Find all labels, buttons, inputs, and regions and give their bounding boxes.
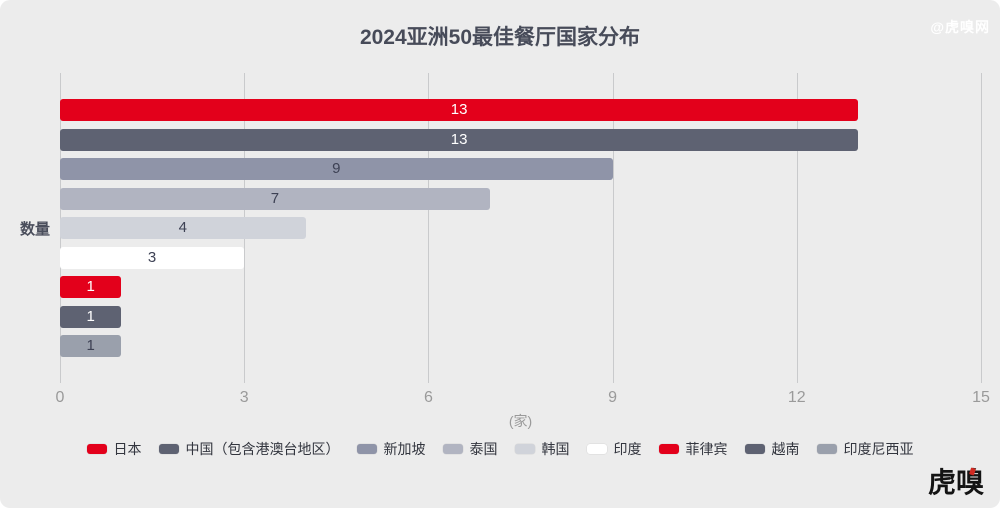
legend-swatch-icon <box>816 444 837 454</box>
x-tick-label-0: 0 <box>55 389 65 406</box>
huxiu-logo: 虎嗅 <box>927 467 984 500</box>
legend-label: 日本 <box>113 441 142 457</box>
x-tick-label-6: 6 <box>423 389 433 406</box>
legend-item-中国（包含港澳台地区）: 中国（包含港澳台地区） <box>158 439 340 459</box>
legend-item-菲律宾: 菲律宾 <box>658 439 728 459</box>
gridline-x-15 <box>981 73 982 383</box>
bar-value-label: 7 <box>270 189 280 207</box>
bar-value-label: 9 <box>332 160 341 177</box>
bar-泰国: 7 <box>60 187 490 210</box>
x-tick-label-3: 3 <box>239 389 249 406</box>
legend: 日本 中国（包含港澳台地区） 新加坡 泰国 韩国 印度 菲律宾 越南 印度尼西亚 <box>0 439 1000 459</box>
legend-swatch-icon <box>744 444 765 454</box>
bar-value-label: 1 <box>86 307 95 325</box>
bar-菲律宾: 1 <box>60 276 122 298</box>
bar-越南: 1 <box>60 305 122 328</box>
legend-label: 菲律宾 <box>685 441 728 457</box>
bar-value-label: 13 <box>450 101 468 118</box>
x-tick-label-9: 9 <box>608 389 618 406</box>
bar-韩国: 4 <box>60 217 306 239</box>
legend-label: 印度尼西亚 <box>843 441 914 457</box>
legend-swatch-icon <box>586 444 607 454</box>
legend-swatch-icon <box>86 444 107 454</box>
x-axis-unit-label: (家) <box>508 413 533 429</box>
legend-label: 泰国 <box>469 441 498 457</box>
y-axis-label: 数量 <box>20 221 51 238</box>
bar-value-label: 1 <box>86 278 95 295</box>
legend-label: 新加坡 <box>383 441 426 457</box>
bar-日本: 13 <box>60 99 859 121</box>
legend-item-越南: 越南 <box>744 439 800 459</box>
x-axis-ticks: 0 3 6 9 12 15 <box>56 389 990 409</box>
legend-label: 印度 <box>613 441 642 457</box>
gridline-x-12 <box>796 73 798 383</box>
legend-swatch-icon <box>442 444 463 454</box>
legend-item-泰国: 泰国 <box>442 439 498 459</box>
legend-item-日本: 日本 <box>86 439 142 459</box>
gridline-x-6 <box>428 73 430 383</box>
legend-label: 中国（包含港澳台地区） <box>185 441 340 457</box>
bar-中国（包含港澳台地区）: 13 <box>60 128 859 151</box>
legend-swatch-icon <box>658 444 679 454</box>
bar-value-label: 3 <box>147 248 157 266</box>
legend-swatch-icon <box>158 444 179 454</box>
legend-label: 韩国 <box>541 441 570 457</box>
bar-value-label: 1 <box>86 337 95 354</box>
bar-新加坡: 9 <box>60 158 613 180</box>
legend-swatch-icon <box>514 444 535 454</box>
bar-印度: 3 <box>60 246 245 269</box>
legend-swatch-icon <box>356 444 377 454</box>
plot-area: 13 13 9 7 4 3 1 1 1 <box>60 73 982 383</box>
x-tick-label-15: 15 <box>972 389 990 406</box>
legend-item-新加坡: 新加坡 <box>356 439 426 459</box>
gridline-x-9 <box>612 73 614 383</box>
huxiu-logo-text: 虎嗅 <box>927 468 984 500</box>
bar-value-label: 13 <box>450 130 468 148</box>
bar-value-label: 4 <box>178 219 187 236</box>
legend-item-印度尼西亚: 印度尼西亚 <box>816 439 914 459</box>
legend-item-韩国: 韩国 <box>514 439 570 459</box>
bar-印度尼西亚: 1 <box>60 335 122 357</box>
watermark-text: @虎嗅网 <box>930 19 990 35</box>
chart-title: 2024亚洲50最佳餐厅国家分布 <box>359 26 641 49</box>
x-tick-label-12: 12 <box>787 389 806 406</box>
legend-item-印度: 印度 <box>586 439 642 459</box>
legend-label: 越南 <box>771 441 800 457</box>
